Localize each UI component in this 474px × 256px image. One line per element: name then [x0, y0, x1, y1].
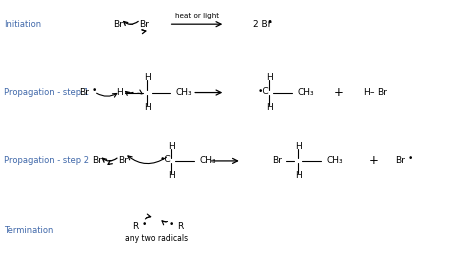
- Text: any two radicals: any two radicals: [125, 234, 189, 243]
- Text: Br: Br: [139, 20, 149, 29]
- Text: •: •: [141, 220, 147, 229]
- Text: •: •: [267, 17, 273, 27]
- Text: –: –: [108, 156, 112, 165]
- Text: Br: Br: [113, 20, 123, 29]
- Text: Termination: Termination: [4, 226, 53, 235]
- Text: Br: Br: [79, 88, 89, 97]
- Text: Propagation - step 2: Propagation - step 2: [4, 156, 89, 165]
- Text: H: H: [295, 171, 301, 180]
- Text: Br: Br: [377, 88, 387, 97]
- Text: CH₃: CH₃: [327, 156, 343, 165]
- Text: •: •: [408, 154, 413, 163]
- Text: Br: Br: [91, 156, 101, 165]
- Text: Br: Br: [272, 156, 282, 165]
- Text: –: –: [129, 20, 133, 29]
- Text: H: H: [363, 88, 370, 97]
- Text: H: H: [144, 73, 151, 82]
- Text: H: H: [144, 103, 151, 112]
- Text: H: H: [295, 142, 301, 151]
- Text: H: H: [116, 88, 123, 97]
- Text: heat or light: heat or light: [175, 13, 219, 19]
- Text: •C: •C: [257, 87, 269, 96]
- Text: •C: •C: [160, 155, 171, 164]
- Text: •: •: [91, 86, 97, 94]
- Text: H: H: [265, 73, 273, 82]
- Text: 2 Br: 2 Br: [254, 20, 272, 29]
- Text: –: –: [370, 88, 374, 97]
- Text: Br: Br: [395, 156, 404, 165]
- Text: H: H: [168, 142, 174, 151]
- Text: Initiation: Initiation: [4, 20, 41, 29]
- Text: R: R: [177, 222, 183, 231]
- Text: H: H: [265, 103, 273, 112]
- Text: R: R: [133, 222, 139, 231]
- Text: CH₃: CH₃: [200, 156, 216, 165]
- Text: Propagation - step 1: Propagation - step 1: [4, 88, 89, 97]
- Text: Br: Br: [118, 156, 128, 165]
- Text: CH₃: CH₃: [298, 88, 314, 97]
- Text: H: H: [168, 171, 174, 180]
- Text: •: •: [168, 220, 173, 229]
- Text: CH₃: CH₃: [176, 88, 192, 97]
- Text: +: +: [369, 154, 379, 167]
- Text: +: +: [333, 86, 343, 99]
